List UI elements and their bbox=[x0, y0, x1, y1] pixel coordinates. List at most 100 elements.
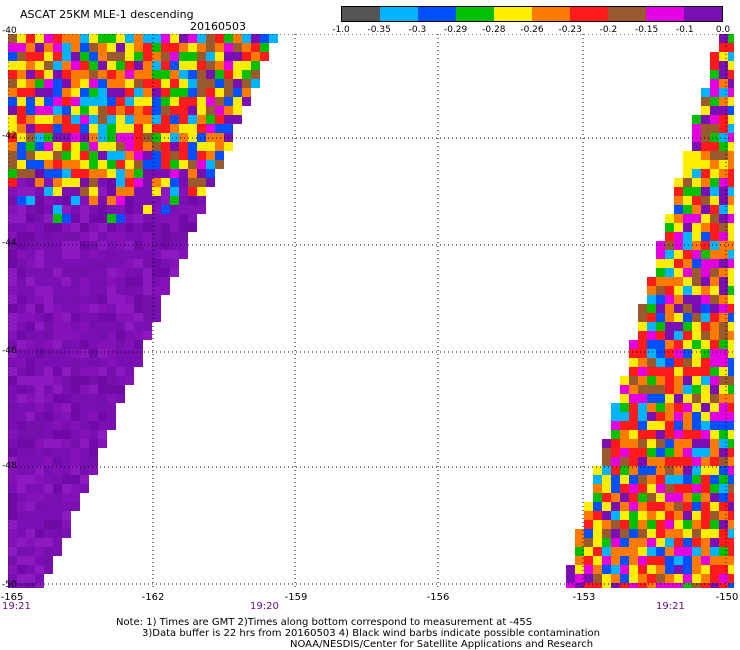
wind-cell bbox=[35, 88, 44, 97]
wind-cell bbox=[44, 205, 53, 214]
wind-cell bbox=[701, 394, 710, 403]
wind-cell bbox=[35, 295, 44, 304]
wind-cell bbox=[134, 115, 143, 124]
wind-cell bbox=[62, 295, 71, 304]
wind-cell bbox=[611, 529, 620, 538]
wind-cell bbox=[17, 538, 26, 547]
wind-cell bbox=[638, 538, 647, 547]
wind-cell bbox=[26, 187, 35, 196]
wind-cell bbox=[251, 34, 260, 43]
wind-cell bbox=[35, 574, 44, 583]
wind-cell bbox=[701, 223, 710, 232]
wind-cell bbox=[35, 565, 44, 574]
wind-cell bbox=[620, 448, 629, 457]
wind-cell bbox=[665, 421, 674, 430]
wind-cell bbox=[161, 169, 170, 178]
colorbar-swatch bbox=[684, 7, 722, 21]
wind-cell bbox=[593, 475, 602, 484]
wind-cell bbox=[26, 196, 35, 205]
wind-cell bbox=[143, 151, 152, 160]
colorbar-swatch bbox=[342, 7, 380, 21]
wind-cell bbox=[107, 124, 116, 133]
wind-cell bbox=[701, 547, 710, 556]
wind-cell bbox=[116, 376, 125, 385]
wind-cell bbox=[89, 349, 98, 358]
wind-cell bbox=[638, 475, 647, 484]
wind-cell bbox=[665, 538, 674, 547]
wind-cell bbox=[71, 367, 80, 376]
wind-cell bbox=[647, 439, 656, 448]
wind-cell bbox=[710, 403, 719, 412]
wind-cell bbox=[656, 529, 665, 538]
wind-cell bbox=[188, 151, 197, 160]
wind-cell bbox=[152, 268, 161, 277]
wind-cell bbox=[107, 358, 116, 367]
wind-cell bbox=[17, 457, 26, 466]
wind-cell bbox=[719, 106, 728, 115]
wind-cell bbox=[116, 340, 125, 349]
wind-cell bbox=[197, 97, 206, 106]
wind-cell bbox=[125, 313, 134, 322]
wind-cell bbox=[719, 196, 728, 205]
wind-cell bbox=[683, 367, 692, 376]
wind-cell bbox=[26, 430, 35, 439]
wind-cell bbox=[134, 169, 143, 178]
wind-cell bbox=[665, 367, 674, 376]
wind-cell bbox=[8, 187, 17, 196]
wind-cell bbox=[728, 547, 734, 556]
wind-cell bbox=[89, 205, 98, 214]
wind-cell bbox=[35, 556, 44, 565]
wind-cell bbox=[647, 340, 656, 349]
wind-cell bbox=[179, 97, 188, 106]
wind-cell bbox=[44, 322, 53, 331]
wind-cell bbox=[107, 376, 116, 385]
wind-cell bbox=[8, 232, 17, 241]
wind-cell bbox=[89, 403, 98, 412]
wind-cell bbox=[638, 421, 647, 430]
wind-cell bbox=[701, 376, 710, 385]
wind-cell bbox=[692, 367, 701, 376]
wind-cell bbox=[710, 304, 719, 313]
wind-cell bbox=[629, 493, 638, 502]
wind-cell bbox=[44, 34, 53, 43]
wind-cell bbox=[116, 88, 125, 97]
wind-cell bbox=[26, 97, 35, 106]
wind-cell bbox=[719, 142, 728, 151]
wind-cell bbox=[728, 205, 734, 214]
wind-cell bbox=[206, 124, 215, 133]
colorbar-label: -0.2 bbox=[599, 25, 618, 35]
wind-cell bbox=[683, 457, 692, 466]
wind-cell bbox=[89, 88, 98, 97]
wind-cell bbox=[197, 61, 206, 70]
wind-cell bbox=[602, 502, 611, 511]
wind-cell bbox=[170, 214, 179, 223]
wind-cell bbox=[116, 115, 125, 124]
wind-cell bbox=[611, 511, 620, 520]
wind-cell bbox=[161, 259, 170, 268]
wind-cell bbox=[35, 412, 44, 421]
wind-cell bbox=[170, 205, 179, 214]
wind-cell bbox=[701, 169, 710, 178]
wind-cell bbox=[179, 43, 188, 52]
wind-cell bbox=[665, 493, 674, 502]
wind-cell bbox=[710, 466, 719, 475]
wind-cell bbox=[89, 313, 98, 322]
wind-cell bbox=[170, 187, 179, 196]
wind-cell bbox=[701, 511, 710, 520]
wind-cell bbox=[683, 187, 692, 196]
wind-cell bbox=[116, 70, 125, 79]
wind-cell bbox=[719, 169, 728, 178]
wind-cell bbox=[206, 34, 215, 43]
wind-cell bbox=[719, 304, 728, 313]
wind-cell bbox=[8, 466, 17, 475]
wind-cell bbox=[665, 394, 674, 403]
wind-cell bbox=[44, 394, 53, 403]
wind-cell bbox=[665, 430, 674, 439]
wind-cell bbox=[35, 70, 44, 79]
wind-cell bbox=[242, 61, 251, 70]
wind-cell bbox=[701, 268, 710, 277]
wind-cell bbox=[692, 529, 701, 538]
wind-cell bbox=[98, 34, 107, 43]
wind-cell bbox=[602, 448, 611, 457]
wind-cell bbox=[251, 70, 260, 79]
